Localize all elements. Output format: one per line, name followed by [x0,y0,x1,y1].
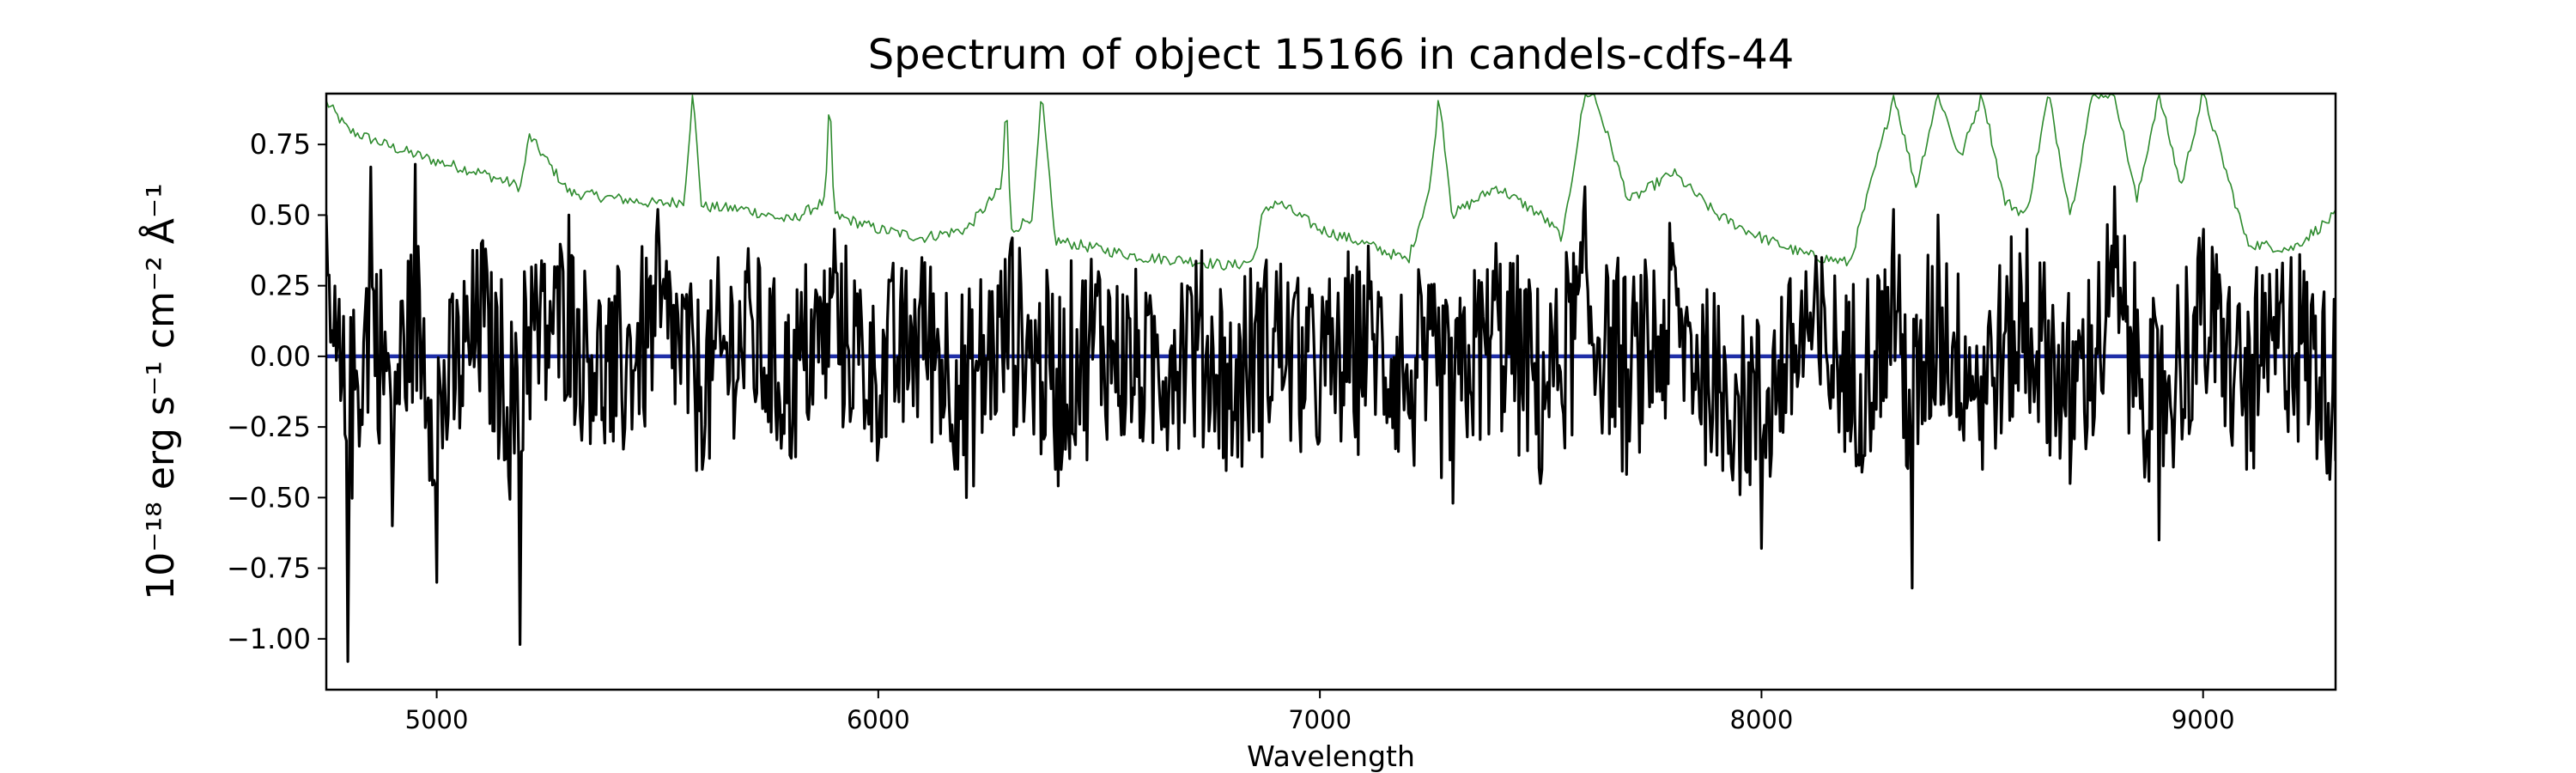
x-tick-label: 6000 [847,705,910,734]
sky-noise-series [326,94,2336,271]
y-tick-label: 0.00 [250,340,311,373]
y-tick-label: 0.25 [250,270,311,302]
y-axis-label: 10⁻¹⁸ erg s⁻¹ cm⁻² Å⁻¹ [137,183,183,600]
plot-frame [325,92,2337,691]
x-tick-label: 8000 [1730,705,1794,734]
x-axis: 5000 6000 7000 8000 9000 [405,690,2235,734]
plot-area [326,94,2336,663]
x-tick-label: 5000 [405,705,469,734]
y-tick-label: −1.00 [227,623,311,655]
y-tick-label: −0.50 [227,481,311,514]
x-tick-label: 9000 [2172,705,2235,734]
x-axis-label: Wavelength [1247,740,1415,773]
chart-title: Spectrum of object 15166 in candels-cdfs… [868,31,1795,79]
y-tick-label: −0.75 [227,552,311,585]
y-tick-label: 0.50 [250,198,311,231]
y-tick-label: 0.75 [250,128,311,161]
x-tick-label: 7000 [1288,705,1352,734]
y-axis: 0.75 0.50 0.25 0.00 −0.25 −0.50 −0.75 −1.00 [227,128,326,655]
flux-series [326,162,2336,663]
y-tick-label: −0.25 [227,411,311,443]
